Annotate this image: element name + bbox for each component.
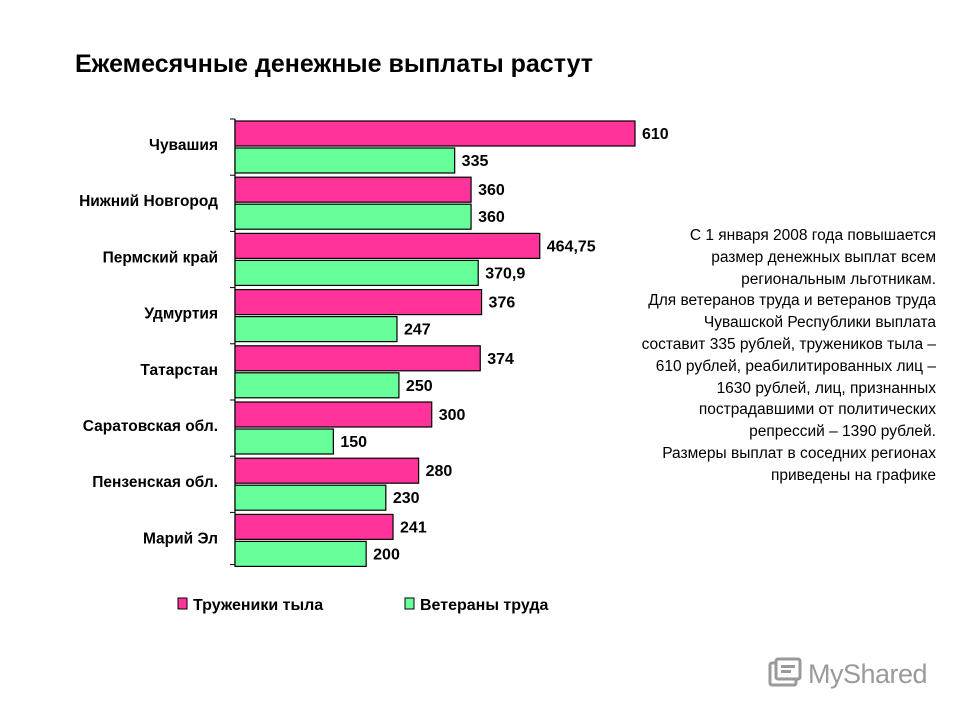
category-label: Пензенская обл.	[92, 474, 218, 491]
watermark-text: MyShared	[808, 658, 928, 689]
data-label: 610	[642, 126, 669, 143]
data-label: 247	[404, 322, 431, 339]
bar-home-front	[234, 120, 636, 147]
data-label: 370,9	[485, 265, 525, 282]
bar-labour-veterans	[234, 372, 400, 399]
data-label: 250	[406, 378, 433, 395]
note-line: Для ветеранов труда и ветеранов труда	[648, 292, 936, 310]
bar-labour-veterans	[234, 147, 456, 174]
data-label: 376	[489, 295, 516, 312]
bar-home-front	[234, 401, 433, 428]
data-label: 360	[478, 182, 505, 199]
category-label: Нижний Новгород	[79, 193, 218, 210]
note-line: 610 рублей, реабилитированных лиц –	[655, 357, 936, 375]
legend-swatch	[177, 597, 188, 610]
note-line: Чувашской Республики выплата	[703, 314, 936, 332]
note-line: размер денежных выплат всем	[711, 248, 936, 266]
category-label: Пермский край	[103, 249, 218, 266]
bar-home-front	[234, 345, 481, 372]
note-line: Размеры выплат в соседних регионах	[662, 444, 936, 462]
data-label: 280	[426, 463, 453, 480]
note-line: репрессий – 1390 рублей.	[749, 423, 936, 441]
watermark: MyShared	[768, 657, 928, 691]
legend-label: Ветераны труда	[420, 597, 548, 614]
data-label: 200	[373, 546, 400, 563]
category-label: Чувашия	[149, 137, 218, 154]
data-label: 335	[462, 153, 489, 170]
chart-title: Ежемесячные денежные выплаты растут	[75, 50, 594, 78]
note-line: 1630 рублей, лиц, признанных	[716, 379, 936, 397]
bar-home-front	[234, 176, 472, 203]
category-label: Татарстан	[140, 362, 218, 379]
category-label: Саратовская обл.	[83, 418, 218, 435]
data-label: 464,75	[547, 238, 596, 255]
bar-labour-veterans	[234, 540, 367, 568]
bar-labour-veterans	[234, 203, 472, 230]
legend-label: Труженики тыла	[193, 597, 323, 614]
category-label: Удмуртия	[144, 306, 218, 323]
data-label: 230	[393, 490, 420, 507]
bar-home-front	[234, 232, 541, 259]
data-label: 150	[340, 434, 367, 451]
data-label: 300	[439, 407, 466, 424]
bar-home-front	[234, 513, 394, 541]
category-label: Марий Эл	[143, 530, 218, 547]
bar-labour-veterans	[234, 484, 387, 511]
note-line: составит 335 рублей, тружеников тыла –	[641, 335, 936, 353]
note-line: приведены на графике	[770, 466, 936, 484]
note-line: пострадавшими от политических	[698, 401, 936, 419]
legend-swatch	[404, 597, 415, 610]
myshared-logo-icon	[768, 657, 802, 687]
bar-home-front	[234, 457, 420, 484]
data-label: 374	[487, 351, 514, 368]
bar-labour-veterans	[234, 428, 334, 455]
data-label: 360	[478, 209, 505, 226]
data-label: 241	[400, 519, 427, 536]
info-note: С 1 января 2008 года повышается размер де…	[560, 225, 936, 487]
note-line: С 1 января 2008 года повышается	[689, 227, 936, 244]
note-line: региональным льготникам.	[741, 270, 936, 288]
bar-home-front	[234, 289, 483, 316]
bar-labour-veterans	[234, 259, 479, 286]
bar-labour-veterans	[234, 316, 398, 343]
